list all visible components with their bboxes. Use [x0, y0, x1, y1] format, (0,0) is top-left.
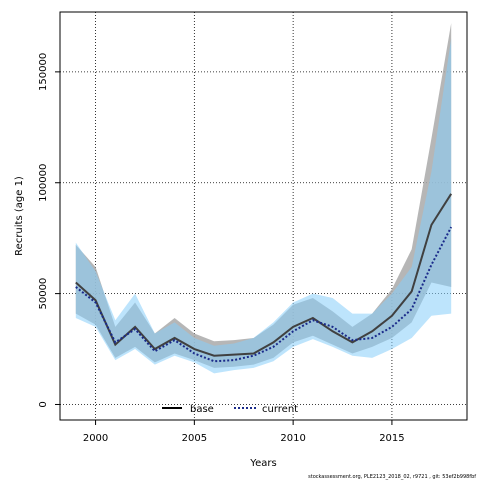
line-current — [75, 226, 453, 363]
legend-base-label: base — [190, 404, 214, 415]
series-lines — [75, 193, 453, 363]
plot-frame — [59, 11, 468, 421]
y-axis-title: Recruits (age 1) — [14, 176, 25, 256]
x-tick-label: 2015 — [379, 433, 404, 444]
x-tick-label: 2005 — [182, 433, 207, 444]
footer-credit: stockassessment.org, PLE2123_2018_02, r9… — [308, 474, 476, 480]
y-tick-label: 100000 — [38, 164, 49, 202]
x-axis-title: Years — [249, 458, 276, 469]
y-tick-label: 50000 — [38, 278, 49, 310]
x-tick-label: 2000 — [83, 433, 108, 444]
confidence-bands — [75, 23, 452, 374]
x-axis: 2000 2005 2010 2015 — [83, 420, 405, 444]
x-tick-label: 2010 — [280, 433, 305, 444]
y-tick-label: 0 — [38, 401, 49, 407]
line-base — [75, 193, 453, 357]
legend-current-label: current — [262, 404, 298, 415]
y-tick-label: 150000 — [38, 53, 49, 91]
y-axis: 0 50000 100000 150000 — [38, 53, 60, 408]
legend: base current — [162, 404, 298, 415]
